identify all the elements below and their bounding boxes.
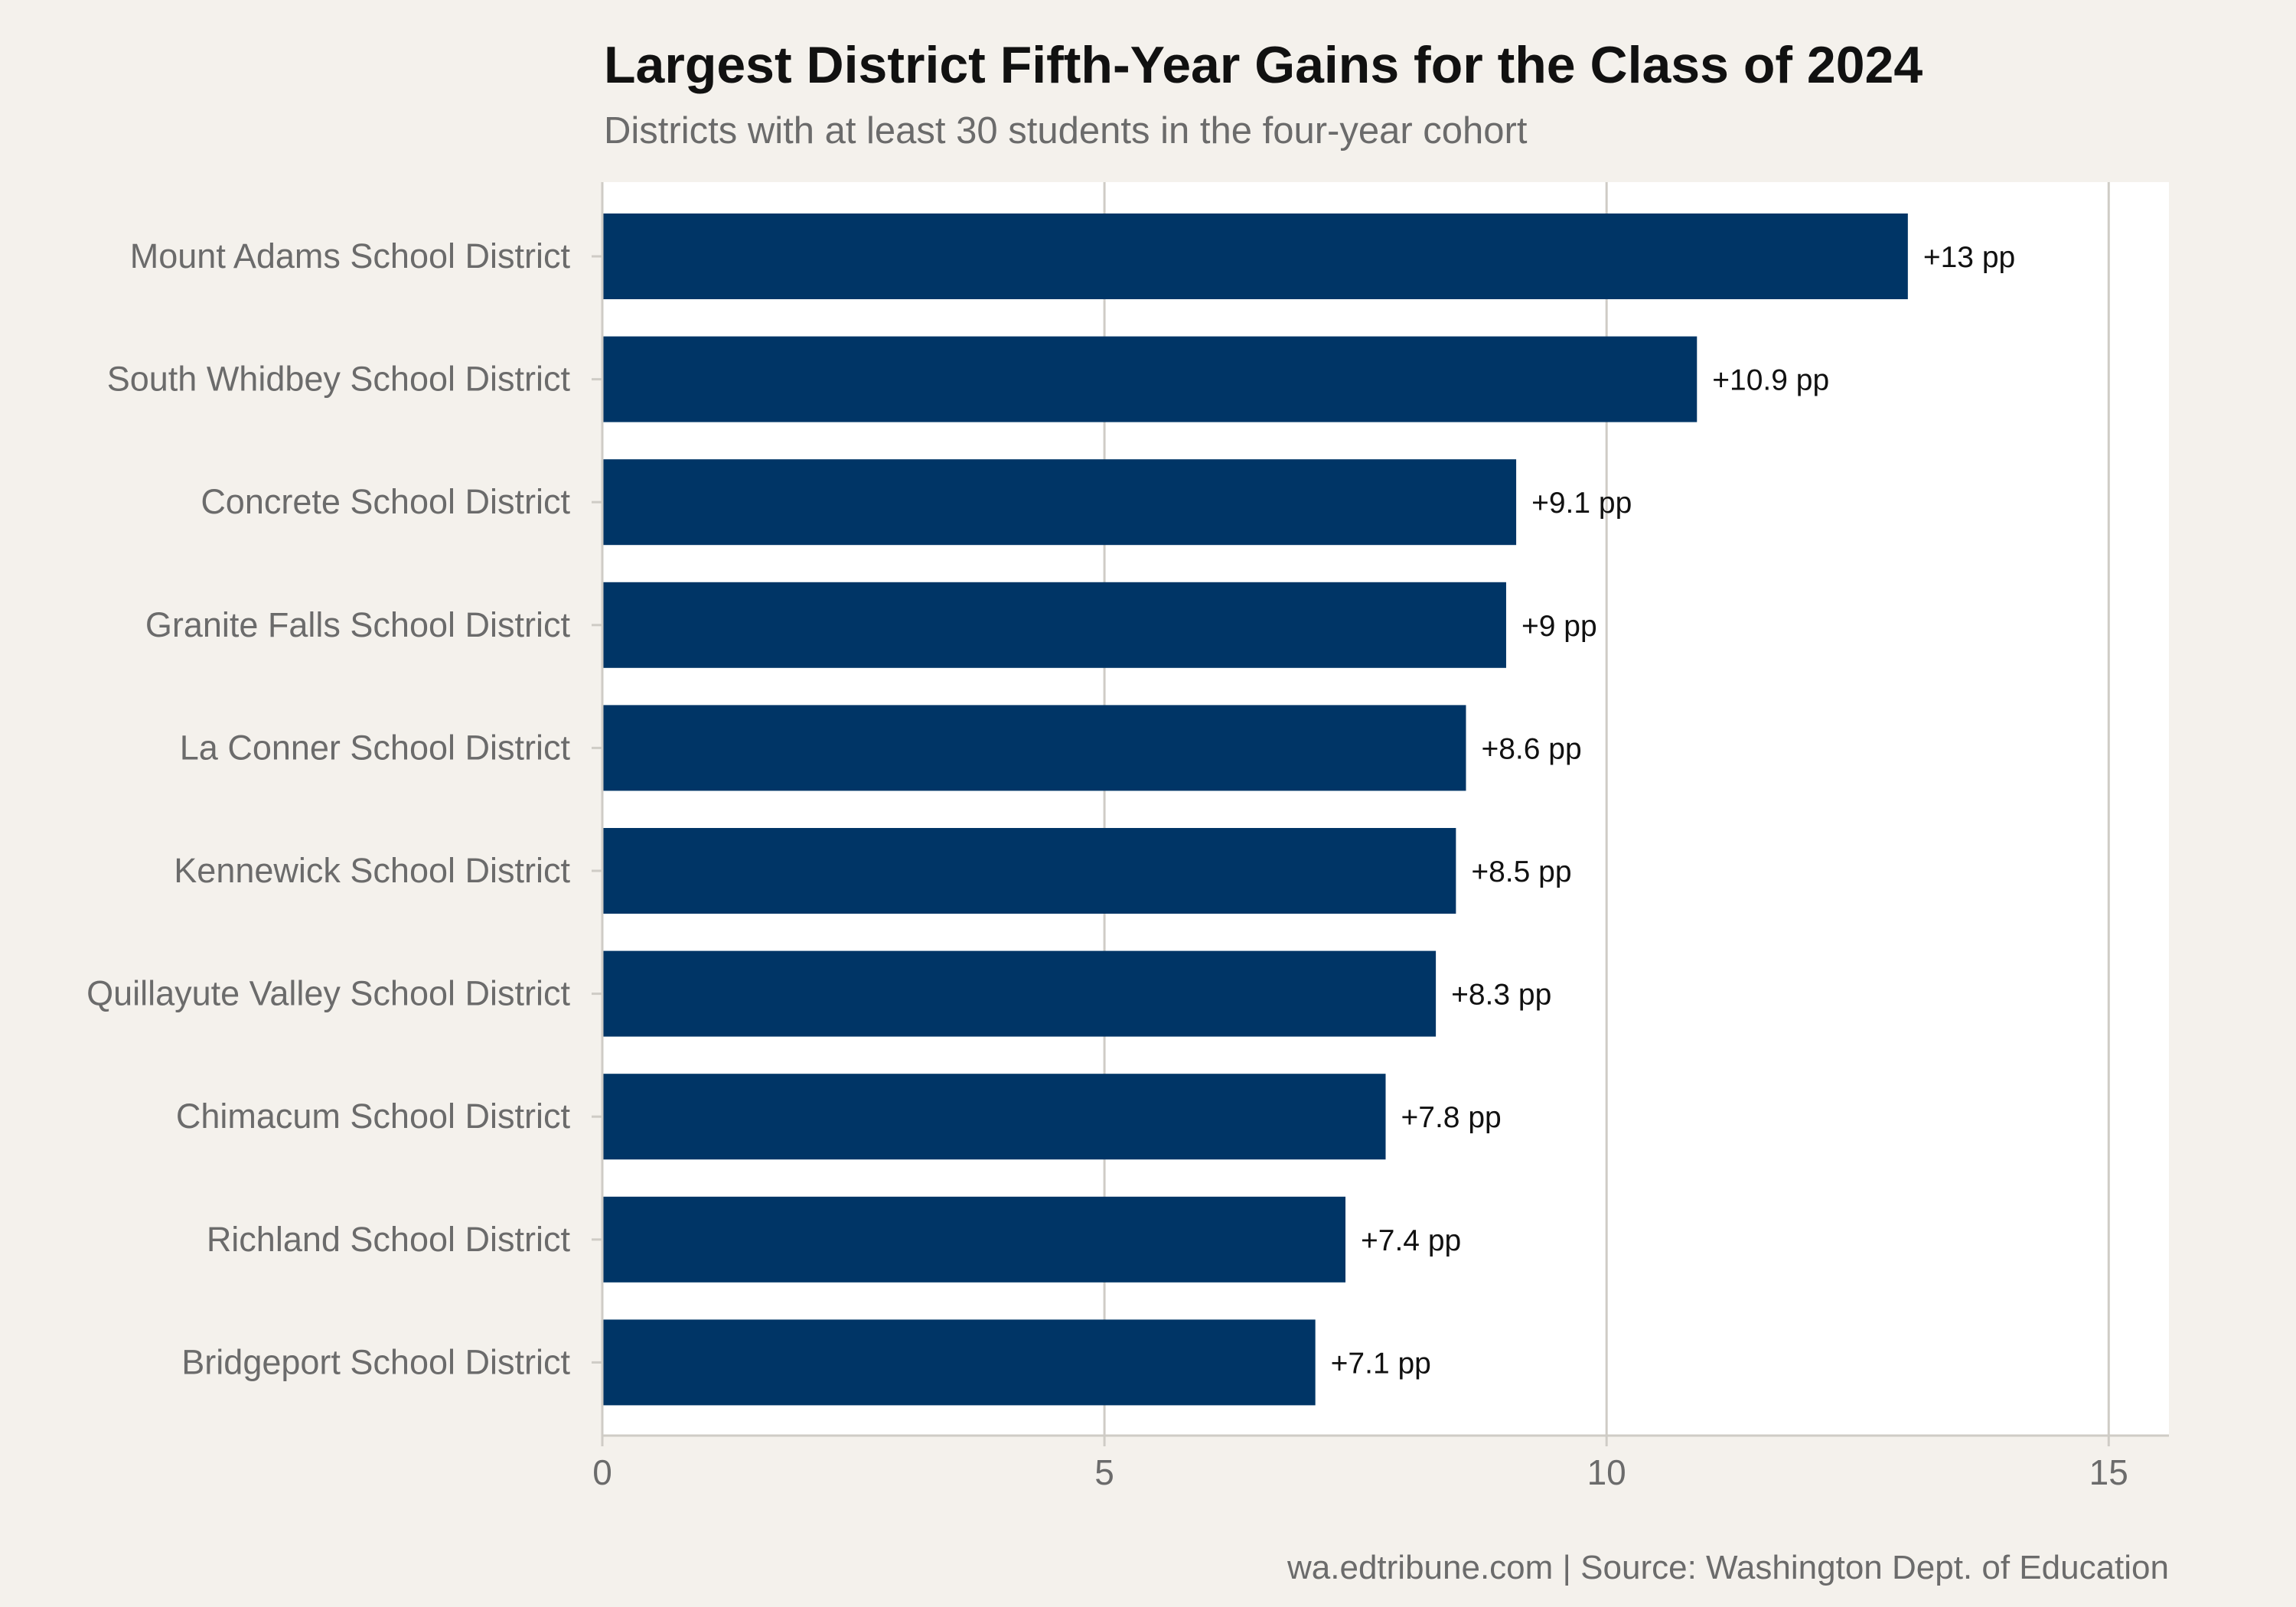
data-label: +7.8 pp: [1401, 1101, 1502, 1134]
data-label: +8.3 pp: [1451, 979, 1551, 1012]
category-label: South Whidbey School District: [107, 360, 571, 399]
category-label: Quillayute Valley School District: [86, 974, 570, 1013]
data-label: +9.1 pp: [1531, 487, 1632, 520]
bar: [602, 336, 1698, 422]
category-labels: Mount Adams School District South Whidbey…: [86, 236, 570, 1381]
bar: [602, 214, 1908, 299]
category-label: Concrete School District: [201, 482, 570, 521]
x-tick-label: 0: [592, 1452, 612, 1492]
bar: [602, 950, 1437, 1037]
data-label: +7.4 pp: [1361, 1224, 1461, 1257]
data-label: +13 pp: [1923, 241, 2015, 274]
bars: [602, 214, 1908, 1406]
data-label: +7.1 pp: [1331, 1347, 1431, 1380]
data-label: +8.6 pp: [1481, 732, 1581, 765]
data-label: +8.5 pp: [1471, 856, 1571, 888]
data-labels: +13 pp +10.9 pp +9.1 pp +9 pp +8.6 pp +8.5 pp…: [1331, 241, 2016, 1380]
category-label: Kennewick School District: [174, 851, 570, 890]
chart-caption: wa.edtribune.com | Source: Washington De…: [1287, 1549, 2169, 1586]
category-label: Richland School District: [207, 1220, 571, 1259]
category-label: La Conner School District: [180, 728, 571, 767]
x-axis: 0 5 10 15: [592, 182, 2169, 1492]
bar: [602, 1319, 1316, 1406]
data-label: +10.9 pp: [1712, 364, 1829, 397]
chart-subtitle: Districts with at least 30 students in t…: [604, 110, 1528, 152]
bar: [602, 828, 1456, 914]
x-tick-label: 15: [2089, 1452, 2128, 1492]
bar: [602, 705, 1466, 791]
bar: [602, 582, 1506, 668]
category-label: Bridgeport School District: [181, 1342, 570, 1381]
data-label: +9 pp: [1521, 610, 1597, 643]
bar: [602, 459, 1517, 546]
chart-title: Largest District Fifth-Year Gains for th…: [604, 36, 1923, 94]
bar: [602, 1074, 1386, 1160]
x-tick-label: 10: [1587, 1452, 1626, 1492]
category-label: Mount Adams School District: [130, 236, 571, 275]
bar: [602, 1196, 1346, 1283]
category-label: Chimacum School District: [176, 1097, 571, 1136]
x-tick-label: 5: [1094, 1452, 1114, 1492]
category-label: Granite Falls School District: [145, 605, 571, 644]
